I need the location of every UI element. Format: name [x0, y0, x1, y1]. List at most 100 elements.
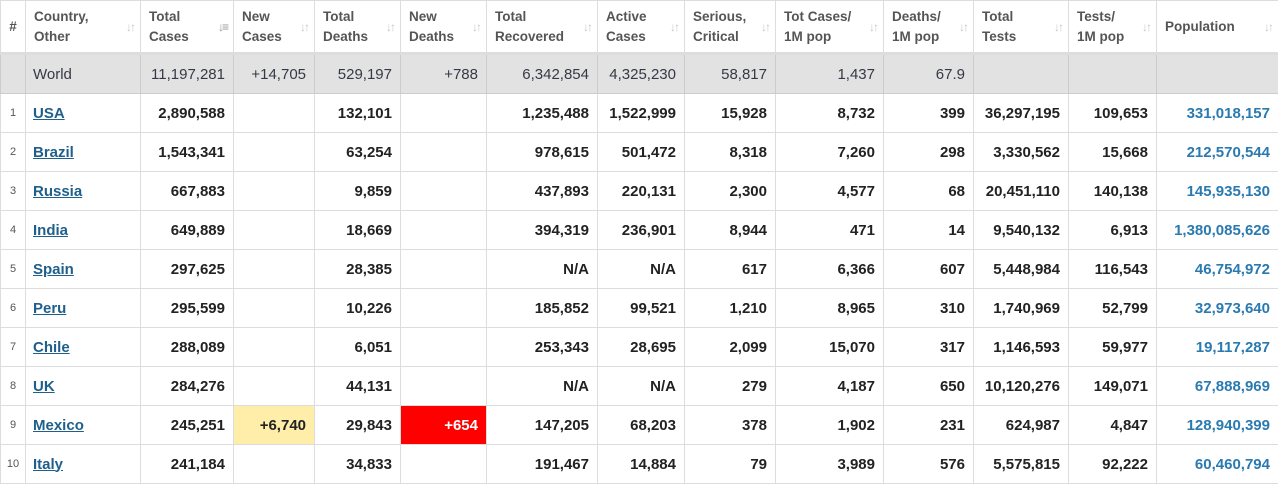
header-label: Deaths/1M pop — [892, 7, 968, 47]
cell-population: 67,888,969 — [1156, 366, 1278, 406]
header-serious-critical[interactable]: Serious, Critical ↓↑ — [684, 0, 776, 55]
cell-active-cases: 1,522,999 — [597, 93, 685, 133]
cell-new-cases — [233, 93, 315, 133]
cell-new-cases — [233, 132, 315, 172]
cell-serious-critical: 15,928 — [684, 93, 776, 133]
country-link[interactable]: UK — [33, 377, 55, 395]
table-row: 5 Spain 297,625 28,385 N/A N/A 617 6,366 607 5,44… — [0, 249, 1278, 289]
cell-total-deaths: 529,197 — [314, 53, 401, 94]
header-active-cases[interactable]: Active Cases ↓↑ — [597, 0, 685, 55]
cell-serious-critical: 2,099 — [684, 327, 776, 367]
header-label-line: Cases — [242, 28, 282, 44]
header-new-cases[interactable]: New Cases ↓↑ — [233, 0, 315, 55]
cell-total-tests: 20,451,110 — [973, 171, 1069, 211]
header-label-line: Tests/ — [1077, 8, 1116, 24]
cell-country: World — [25, 53, 141, 94]
cell-country: USA — [25, 93, 141, 133]
cell-serious-critical: 279 — [684, 366, 776, 406]
header-total-tests[interactable]: Total Tests ↓↑ — [973, 0, 1069, 55]
header-country[interactable]: Country, Other ↓↑ — [25, 0, 141, 55]
cell-total-cases: 245,251 — [140, 405, 234, 445]
header-label-line: 1M pop — [784, 28, 832, 44]
sort-icon[interactable]: ↓↑ — [583, 19, 593, 34]
sort-icon[interactable]: ↓↑ — [761, 19, 771, 34]
cell-active-cases: 28,695 — [597, 327, 685, 367]
cell-active-cases: N/A — [597, 249, 685, 289]
cell-serious-critical: 2,300 — [684, 171, 776, 211]
cell-deaths-per-1m: 576 — [883, 444, 974, 484]
header-label: Active Cases — [606, 7, 679, 47]
header-label-line: Total — [982, 8, 1014, 24]
cell-new-cases: +14,705 — [233, 53, 315, 94]
header-total-recovered[interactable]: Total Recovered ↓↑ — [486, 0, 598, 55]
cell-deaths-per-1m: 68 — [883, 171, 974, 211]
header-label: Total Tests — [982, 7, 1063, 47]
header-cases-per-1m[interactable]: Tot Cases/1M pop ↓↑ — [775, 0, 884, 55]
cell-cases-per-1m: 4,577 — [775, 171, 884, 211]
sort-icon[interactable]: ↓↑ — [670, 19, 680, 34]
sort-icon[interactable]: ↓↑ — [386, 19, 396, 34]
header-row: # Country, Other ↓↑ Total Cases ↓≡ New Cases ↓↑ To… — [0, 0, 1278, 55]
sort-icon[interactable]: ↓↑ — [1054, 19, 1064, 34]
country-link[interactable]: India — [33, 221, 69, 239]
sort-icon[interactable]: ↓↑ — [300, 19, 310, 34]
cell-tests-per-1m: 4,847 — [1068, 405, 1157, 445]
header-deaths-per-1m[interactable]: Deaths/1M pop ↓↑ — [883, 0, 974, 55]
table-body: World 11,197,281 +14,705 529,197 +788 6,342,8… — [0, 53, 1278, 484]
cell-country: Mexico — [25, 405, 141, 445]
cell-new-cases — [233, 210, 315, 250]
header-label-line: Cases — [149, 28, 189, 44]
cell-tests-per-1m: 92,222 — [1068, 444, 1157, 484]
cell-new-cases — [233, 444, 315, 484]
cell-total-tests: 9,540,132 — [973, 210, 1069, 250]
sort-icon[interactable]: ↓↑ — [1264, 19, 1274, 34]
cell-total-cases: 288,089 — [140, 327, 234, 367]
cell-rank: 2 — [0, 132, 26, 172]
cell-population: 212,570,544 — [1156, 132, 1278, 172]
sort-icon[interactable]: ↓↑ — [1142, 19, 1152, 34]
header-label-line: Total — [149, 8, 181, 24]
cell-total-recovered: 1,235,488 — [486, 93, 598, 133]
country-link[interactable]: Italy — [33, 455, 64, 473]
country-link[interactable]: Spain — [33, 260, 74, 278]
cell-total-cases: 1,543,341 — [140, 132, 234, 172]
cell-cases-per-1m: 7,260 — [775, 132, 884, 172]
header-label-line: 1M pop — [1077, 28, 1125, 44]
header-new-deaths[interactable]: New Deaths ↓↑ — [400, 0, 487, 55]
cell-rank: 1 — [0, 93, 26, 133]
cell-total-recovered: N/A — [486, 366, 598, 406]
cell-active-cases: 4,325,230 — [597, 53, 685, 94]
cell-tests-per-1m: 149,071 — [1068, 366, 1157, 406]
country-link[interactable]: Brazil — [33, 143, 74, 161]
cell-cases-per-1m: 8,732 — [775, 93, 884, 133]
cell-rank: 4 — [0, 210, 26, 250]
sort-icon[interactable]: ↓↑ — [472, 19, 482, 34]
cell-population: 60,460,794 — [1156, 444, 1278, 484]
header-label-line: New — [242, 8, 270, 24]
sort-icon[interactable]: ↓↑ — [869, 19, 879, 34]
country-link[interactable]: Russia — [33, 182, 83, 200]
cell-country: Brazil — [25, 132, 141, 172]
header-label-line: Country, — [34, 8, 89, 24]
cell-deaths-per-1m: 298 — [883, 132, 974, 172]
country-link[interactable]: Chile — [33, 338, 70, 356]
cell-new-deaths — [400, 249, 487, 289]
sort-icon[interactable]: ↓↑ — [959, 19, 969, 34]
header-tests-per-1m[interactable]: Tests/1M pop ↓↑ — [1068, 0, 1157, 55]
header-rank: # — [0, 0, 26, 55]
sort-icon[interactable]: ↓≡ — [217, 19, 229, 34]
country-link[interactable]: USA — [33, 104, 65, 122]
cell-total-recovered: 253,343 — [486, 327, 598, 367]
country-link[interactable]: Peru — [33, 299, 67, 317]
cell-active-cases: N/A — [597, 366, 685, 406]
header-total-cases[interactable]: Total Cases ↓≡ — [140, 0, 234, 55]
cell-rank: 9 — [0, 405, 26, 445]
cell-total-cases: 649,889 — [140, 210, 234, 250]
sort-icon[interactable]: ↓↑ — [126, 19, 136, 34]
country-link[interactable]: Mexico — [33, 416, 84, 434]
cell-tests-per-1m: 140,138 — [1068, 171, 1157, 211]
cell-total-cases: 11,197,281 — [140, 53, 234, 94]
header-total-deaths[interactable]: Total Deaths ↓↑ — [314, 0, 401, 55]
header-population[interactable]: Population ↓↑ — [1156, 0, 1278, 55]
cell-serious-critical: 8,944 — [684, 210, 776, 250]
